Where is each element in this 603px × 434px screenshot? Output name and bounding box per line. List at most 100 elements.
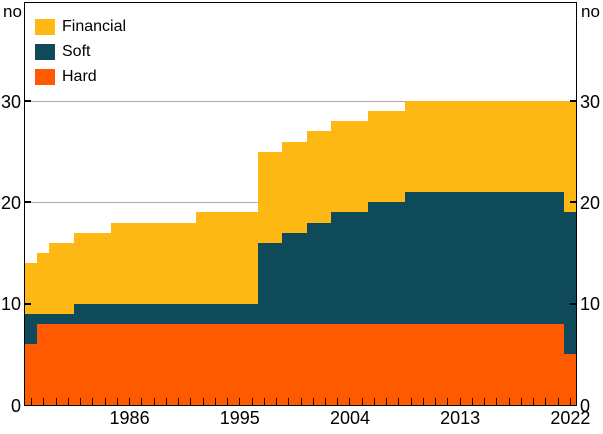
y-axis-tick-right-20 [570, 201, 576, 204]
bar-segment-hard-1980 [49, 323, 63, 405]
bar-segment-hard-1995 [233, 323, 246, 405]
bar-segment-financial-2019 [527, 101, 540, 193]
stacked-bar-1980 [49, 3, 63, 405]
x-axis-label-2013: 2013 [440, 408, 481, 428]
bar-segment-soft-2001 [306, 222, 320, 324]
legend-swatch-hard [35, 68, 55, 85]
bar-segment-financial-2013 [453, 101, 467, 193]
bar-segment-financial-2003 [331, 121, 344, 213]
bar-segment-financial-1987 [135, 222, 148, 304]
bar-segment-financial-1998 [269, 151, 283, 243]
bar-segment-hard-1979 [37, 323, 50, 405]
x-axis-year-tick-2012 [447, 398, 449, 405]
bar-segment-hard-2002 [318, 323, 332, 405]
stacked-bar-2001 [306, 3, 320, 405]
bar-segment-soft-2000 [294, 232, 308, 324]
bar-segment-soft-1992 [196, 303, 210, 324]
bar-segment-soft-1980 [49, 313, 63, 324]
bar-segment-hard-2011 [429, 323, 442, 405]
bar-segment-financial-2002 [318, 131, 332, 223]
x-axis-year-tick-1980 [55, 398, 57, 405]
x-axis-year-tick-1995 [239, 398, 241, 405]
bar-segment-hard-2004 [343, 323, 357, 405]
x-axis-label-1986: 1986 [109, 408, 150, 428]
stacked-bar-1987 [135, 3, 148, 405]
bar-segment-financial-2007 [380, 111, 393, 203]
bar-segment-hard-1987 [135, 323, 148, 405]
bar-segment-hard-1997 [257, 323, 271, 405]
stacked-bar-1995 [233, 3, 246, 405]
bar-segment-soft-1988 [147, 303, 161, 324]
x-axis-year-tick-2001 [312, 398, 314, 405]
bar-segment-financial-1993 [208, 212, 222, 304]
y-axis-label-left-20: 20 [0, 192, 21, 213]
bar-segment-financial-2005 [355, 121, 369, 213]
bar-segment-soft-2003 [331, 212, 344, 324]
stacked-bar-2000 [294, 3, 308, 405]
stacked-bar-2018 [514, 3, 528, 405]
bar-segment-soft-1985 [110, 303, 124, 324]
x-axis-year-tick-2007 [386, 398, 388, 405]
bar-segment-hard-2014 [465, 323, 479, 405]
x-axis-year-tick-1992 [202, 398, 204, 405]
bar-segment-financial-1997 [257, 151, 271, 243]
x-axis-year-tick-2009 [410, 398, 412, 405]
bar-segment-hard-1981 [61, 323, 75, 405]
bar-segment-hard-1996 [245, 323, 259, 405]
bar-segment-soft-1993 [208, 303, 222, 324]
bar-segment-financial-2014 [465, 101, 479, 193]
x-axis-year-tick-2011 [435, 398, 437, 405]
x-axis-year-tick-1986 [129, 398, 131, 405]
y-axis-tick-right-10 [570, 302, 576, 305]
bar-segment-soft-1997 [257, 242, 271, 324]
bar-segment-hard-1998 [269, 323, 283, 405]
x-axis-year-tick-1996 [251, 398, 253, 405]
bar-segment-financial-2021 [551, 101, 565, 193]
bar-segment-hard-1989 [159, 323, 173, 405]
legend-label-financial: Financial [62, 18, 127, 35]
stacked-bar-1981 [61, 3, 75, 405]
stacked-bar-1983 [86, 3, 99, 405]
stacked-bar-1997 [257, 3, 271, 405]
bar-segment-soft-1998 [269, 242, 283, 324]
x-axis-year-tick-2015 [484, 398, 486, 405]
x-axis-year-tick-1994 [227, 398, 229, 405]
bar-segment-soft-2009 [404, 192, 418, 324]
x-axis-year-tick-1978 [31, 398, 33, 405]
bar-segment-soft-2020 [539, 192, 552, 324]
stacked-bar-1999 [282, 3, 295, 405]
bar-segment-hard-1988 [147, 323, 161, 405]
stacked-bar-2007 [380, 3, 393, 405]
stacked-bar-1991 [184, 3, 197, 405]
stacked-bar-1978 [25, 3, 38, 405]
bar-segment-financial-2006 [367, 111, 381, 203]
bar-segment-financial-1985 [110, 222, 124, 304]
bar-segment-financial-1989 [159, 222, 173, 304]
x-axis-year-tick-2008 [398, 398, 400, 405]
x-axis-year-tick-1991 [190, 398, 192, 405]
bar-segment-hard-1986 [122, 323, 136, 405]
bar-segment-soft-2022 [563, 212, 576, 355]
bar-segment-soft-1987 [135, 303, 148, 324]
bar-segment-financial-1988 [147, 222, 161, 304]
x-axis-year-tick-1983 [92, 398, 94, 405]
bar-segment-financial-2010 [416, 101, 430, 193]
bar-segment-hard-1984 [98, 323, 112, 405]
stacked-bar-2019 [527, 3, 540, 405]
bar-segment-soft-1986 [122, 303, 136, 324]
bar-segment-financial-2001 [306, 131, 320, 223]
bar-segment-hard-1982 [73, 323, 87, 405]
bar-segment-hard-2015 [478, 323, 491, 405]
y-axis-label-right-0: 0 [580, 395, 591, 416]
y-axis-label-left-10: 10 [0, 294, 21, 315]
bar-segment-financial-1991 [184, 222, 197, 304]
bar-segment-soft-2008 [392, 202, 406, 324]
bar-segment-soft-1995 [233, 303, 246, 324]
bar-segment-financial-1999 [282, 141, 295, 233]
x-axis-year-tick-2020 [545, 398, 547, 405]
stacked-bar-1992 [196, 3, 210, 405]
bar-segment-hard-1999 [282, 323, 295, 405]
stacked-bar-1979 [37, 3, 50, 405]
bar-segment-hard-2013 [453, 323, 467, 405]
